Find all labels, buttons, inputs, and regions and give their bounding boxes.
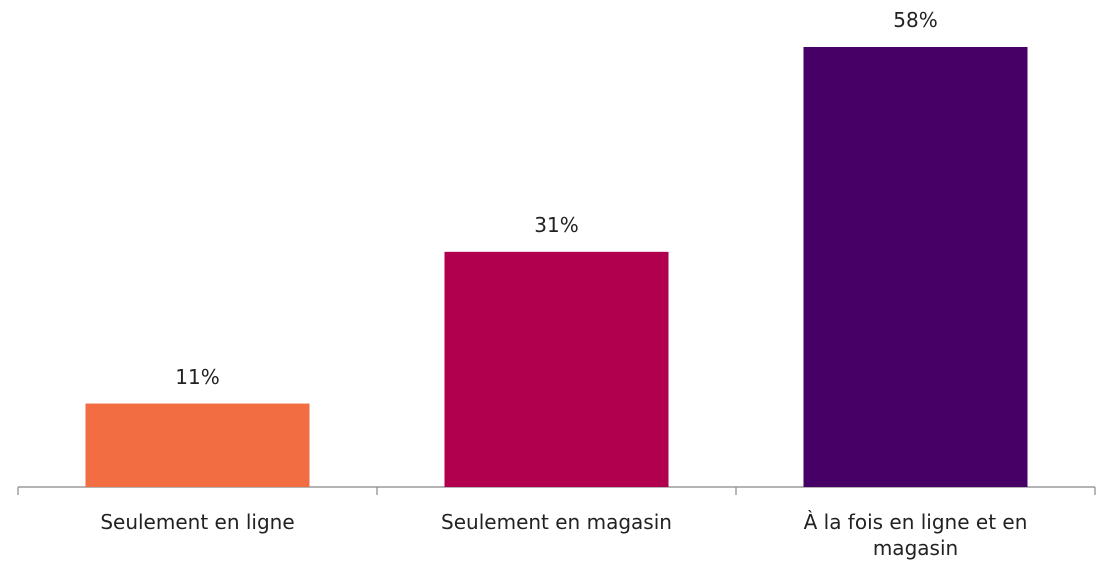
bar: [444, 251, 669, 487]
value-label: 31%: [534, 212, 579, 237]
bar: [803, 47, 1028, 487]
bar: [85, 403, 310, 487]
x-tick-label: Seulement en magasin: [441, 510, 672, 534]
value-label: 11%: [175, 364, 220, 389]
value-label: 58%: [893, 8, 938, 32]
x-tick-label: À la fois en ligne et en magasin: [803, 510, 1028, 560]
x-tick-label: Seulement en ligne: [100, 510, 295, 534]
